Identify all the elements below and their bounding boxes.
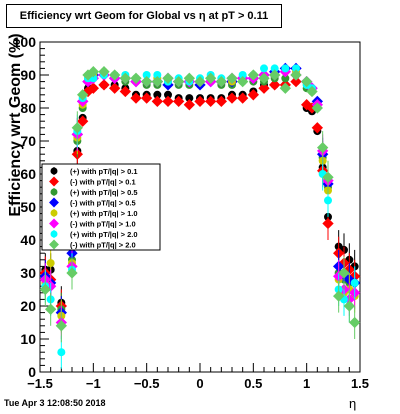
y-tick-label: 20 xyxy=(20,298,36,314)
data-point xyxy=(57,348,66,357)
data-point xyxy=(162,95,174,108)
data-point xyxy=(185,94,194,103)
chart-title: Efficiency wrt Geom for Global vs η at p… xyxy=(6,4,282,28)
legend: (+) with pT/|q| > 0.1 (-) with pT/|q| > 0… xyxy=(41,163,161,251)
data-point xyxy=(260,64,268,73)
data-point xyxy=(322,217,334,230)
data-point xyxy=(46,259,55,268)
data-point xyxy=(55,320,67,332)
data-point xyxy=(162,72,174,84)
data-point xyxy=(349,316,361,329)
data-point xyxy=(141,92,153,104)
x-tick-label: −0.5 xyxy=(134,376,160,391)
data-point xyxy=(153,90,162,99)
legend-label: (-) with pT/|q| > 0.5 xyxy=(70,199,136,208)
data-point xyxy=(343,300,355,312)
x-tick-label: 1 xyxy=(303,376,310,391)
x-tick-label: 0 xyxy=(196,376,203,391)
data-point xyxy=(119,72,131,84)
data-point xyxy=(338,267,350,279)
data-point xyxy=(237,92,249,104)
x-axis-label: η xyxy=(349,396,357,411)
data-point xyxy=(119,85,131,98)
legend-label: (-) with pT/|q| > 2.0 xyxy=(70,241,136,250)
y-tick-label: 0 xyxy=(28,364,36,380)
x-tick-label: 0.5 xyxy=(244,376,262,391)
legend-label: (+) with pT/|q| > 0.1 xyxy=(70,167,138,176)
y-tick-label: 30 xyxy=(20,265,36,281)
data-point xyxy=(350,278,359,287)
data-point xyxy=(333,290,345,302)
data-point xyxy=(215,95,227,108)
timestamp-footer: Tue Apr 3 12:08:50 2018 xyxy=(4,398,106,408)
data-point xyxy=(151,75,163,88)
data-point xyxy=(317,141,329,154)
axis-ticks: −1.5 −1 −0.5 0 0.5 1 1.5 0 10 20 30 40 50 60 70 80 90 100 xyxy=(13,34,369,391)
y-tick-label: 80 xyxy=(20,100,36,116)
data-point xyxy=(153,71,162,79)
data-point xyxy=(281,74,290,83)
x-tick-label: 1.5 xyxy=(351,376,369,391)
data-point xyxy=(238,71,247,79)
data-point xyxy=(173,95,185,108)
legend-label: (+) with pT/|q| > 2.0 xyxy=(70,230,138,239)
data-point xyxy=(247,89,259,101)
data-point xyxy=(173,75,185,88)
data-point xyxy=(45,303,57,315)
x-tick-label: −1.5 xyxy=(27,376,53,391)
data-point xyxy=(292,64,300,73)
legend-label: (+) with pT/|q| > 1.0 xyxy=(70,209,138,218)
data-point xyxy=(194,95,206,108)
data-point xyxy=(141,75,153,88)
data-point xyxy=(39,283,51,296)
data-point xyxy=(215,75,227,88)
y-axis-label: Efficiency wrt Geom (%) xyxy=(7,33,24,217)
data-point xyxy=(322,171,334,183)
legend-label: (-) with pT/|q| > 1.0 xyxy=(70,220,136,229)
y-tick-label: 10 xyxy=(20,331,36,347)
x-tick-label: −1 xyxy=(86,376,101,391)
data-point xyxy=(290,69,302,81)
data-point xyxy=(142,71,151,79)
data-point xyxy=(164,90,172,99)
data-point xyxy=(151,95,163,108)
data-point xyxy=(98,79,110,91)
data-point xyxy=(205,95,217,108)
data-point xyxy=(130,92,142,104)
y-tick-label: 40 xyxy=(20,232,36,248)
data-point xyxy=(311,122,323,134)
data-point xyxy=(226,92,238,104)
y-tick-label: 50 xyxy=(20,199,36,215)
legend-label: (-) with pT/|q| > 0.1 xyxy=(70,178,136,187)
data-point xyxy=(270,64,279,73)
data-point xyxy=(324,196,332,205)
legend-label: (+) with pT/|q| > 0.5 xyxy=(70,188,138,197)
data-point xyxy=(66,267,78,279)
data-point xyxy=(183,99,195,111)
data-point xyxy=(109,82,121,94)
y-tick-label: 70 xyxy=(20,133,36,149)
y-tick-label: 100 xyxy=(13,34,37,50)
y-tick-label: 60 xyxy=(20,166,36,182)
data-point xyxy=(281,64,290,73)
legend-box xyxy=(41,163,161,251)
y-tick-label: 90 xyxy=(20,67,36,83)
